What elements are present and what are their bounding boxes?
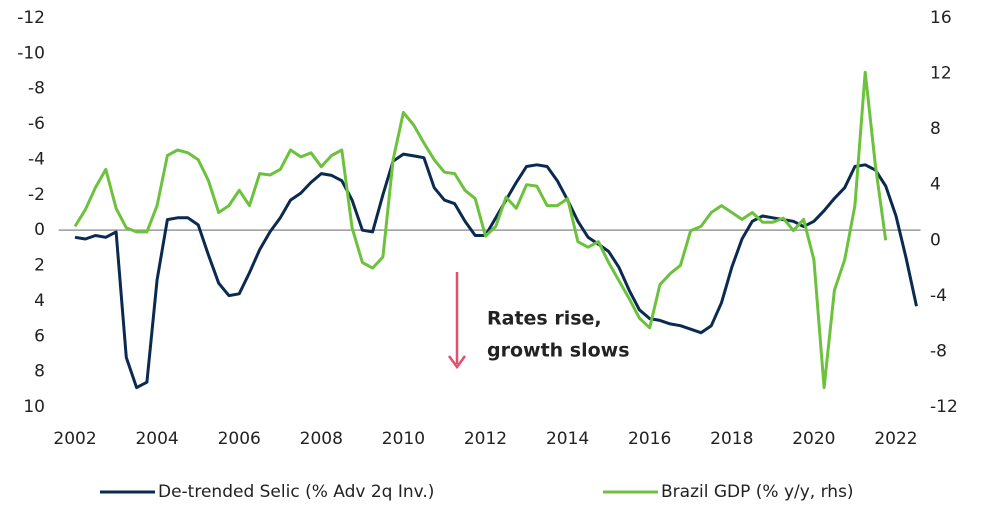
- y-tick-label: -2: [28, 185, 45, 205]
- y2-tick-label: 0: [930, 230, 941, 250]
- y-tick-label: -4: [28, 149, 45, 169]
- x-tick-label: 2018: [710, 429, 753, 449]
- x-tick-label: 2006: [218, 429, 261, 449]
- y2-tick-label: 4: [930, 175, 941, 195]
- x-tick-label: 2020: [792, 429, 835, 449]
- y-tick-label: 0: [34, 220, 45, 240]
- annotation-text: growth slows: [487, 340, 630, 362]
- x-tick-label: 2004: [135, 429, 178, 449]
- legend-label: De-trended Selic (% Adv 2q Inv.): [158, 482, 434, 502]
- y2-tick-label: 16: [930, 8, 952, 28]
- y2-tick-label: 12: [930, 64, 952, 84]
- series-line: [73, 70, 888, 390]
- y-tick-label: 10: [23, 397, 45, 417]
- y-tick-label: -8: [28, 79, 45, 99]
- x-tick-label: 2016: [628, 429, 671, 449]
- x-tick-label: 2010: [382, 429, 425, 449]
- annotation-arrowhead: [447, 355, 467, 370]
- y2-tick-label: -12: [930, 397, 958, 417]
- y-tick-label: 8: [34, 362, 45, 382]
- y2-tick-label: -4: [930, 286, 947, 306]
- x-tick-label: 2022: [874, 429, 917, 449]
- y-tick-label: 6: [34, 326, 45, 346]
- y-tick-label: -6: [28, 114, 45, 134]
- y-tick-label: 2: [34, 256, 45, 276]
- y-tick-label: -10: [17, 43, 45, 63]
- annotation-text: Rates rise,: [487, 308, 602, 330]
- x-tick-label: 2008: [300, 429, 343, 449]
- y-tick-label: 4: [34, 291, 45, 311]
- legend-label: Brazil GDP (% y/y, rhs): [661, 482, 854, 502]
- series-line: [74, 152, 918, 390]
- x-tick-label: 2012: [464, 429, 507, 449]
- y-tick-label: -12: [17, 8, 45, 28]
- y2-tick-label: -8: [930, 341, 947, 361]
- x-tick-label: 2002: [53, 429, 96, 449]
- y2-tick-label: 8: [930, 119, 941, 139]
- x-tick-label: 2014: [546, 429, 589, 449]
